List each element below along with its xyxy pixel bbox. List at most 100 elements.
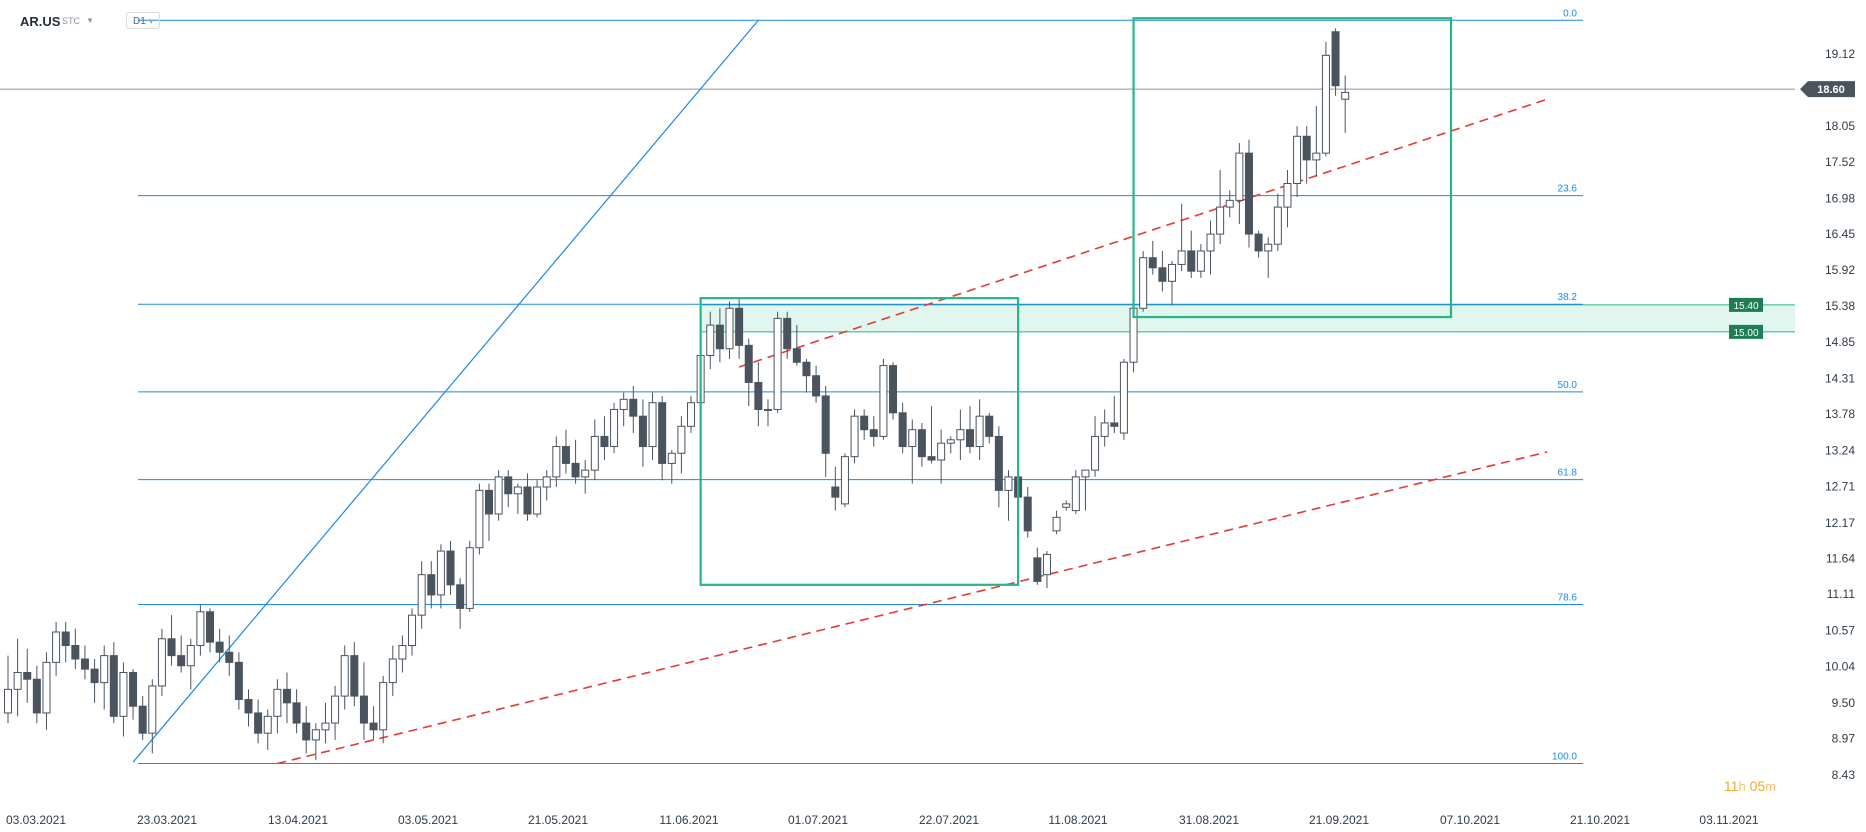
y-tick-label: 13.24 — [1825, 444, 1855, 458]
candle-body — [302, 722, 311, 741]
candle-body — [13, 671, 22, 690]
chevron-down-icon: ▼ — [147, 17, 155, 26]
candle-body — [1187, 250, 1196, 272]
candle — [379, 675, 388, 744]
candle — [821, 385, 830, 477]
candle — [1264, 237, 1273, 278]
candle-body — [436, 550, 445, 596]
candle-body — [956, 429, 965, 441]
candle-body — [773, 317, 782, 410]
candle — [302, 706, 311, 754]
symbol-dropdown-icon[interactable]: ▼ — [86, 16, 94, 25]
y-tick-label: 11.11 — [1827, 587, 1856, 601]
candle — [638, 399, 647, 467]
candle — [148, 679, 157, 754]
current-price-tag: 18.60 — [1800, 81, 1855, 98]
candle — [783, 311, 792, 359]
candle — [629, 385, 638, 434]
candle-body — [485, 489, 493, 515]
candle — [4, 655, 12, 724]
candle — [1283, 170, 1292, 228]
candle-body — [340, 655, 349, 697]
candle-body — [494, 476, 503, 515]
candle — [1177, 203, 1186, 272]
price-tag-shape — [1800, 81, 1855, 98]
candle — [869, 416, 878, 447]
candle — [157, 628, 166, 697]
candle — [52, 621, 61, 676]
x-tick-label: 01.07.2021 — [788, 813, 848, 827]
candle — [71, 628, 80, 670]
candle-body — [619, 398, 628, 410]
fib-level-label: 78.6 — [1558, 592, 1578, 603]
candle — [1196, 244, 1205, 278]
candle-body — [1225, 199, 1234, 208]
candle — [1091, 416, 1100, 477]
candle-body — [1283, 182, 1292, 208]
candle-body — [725, 307, 734, 350]
candle-body — [1023, 496, 1032, 532]
candle — [687, 395, 696, 434]
candle-body — [167, 638, 176, 657]
candle-body — [244, 698, 253, 714]
candle — [388, 645, 397, 697]
candle — [446, 540, 455, 595]
candle-body — [994, 435, 1003, 491]
candle — [340, 645, 349, 710]
candle — [792, 325, 801, 366]
candle — [908, 419, 917, 484]
candle-body — [658, 402, 667, 464]
candle — [754, 362, 763, 427]
candle — [494, 470, 503, 521]
candle — [1071, 470, 1080, 514]
candle-body — [513, 486, 522, 495]
candle — [1302, 126, 1311, 184]
candle-body — [1052, 516, 1061, 532]
candle-body — [138, 705, 147, 734]
candle-body — [379, 682, 388, 731]
channel-upper-line — [738, 98, 1548, 368]
candle — [1293, 126, 1302, 197]
candle-body — [465, 547, 474, 609]
candle-body — [1042, 553, 1051, 576]
candle-body — [61, 631, 70, 647]
candle — [667, 449, 676, 484]
candle-body — [715, 324, 724, 350]
candle — [1312, 105, 1321, 177]
candle — [254, 699, 263, 744]
candle-body — [946, 439, 955, 444]
countdown-hours: 11 — [1723, 778, 1739, 794]
candle — [61, 621, 70, 663]
candle — [561, 429, 570, 474]
candle — [889, 362, 898, 420]
y-tick-label: 15.92 — [1825, 263, 1855, 277]
candle — [100, 645, 109, 710]
candle-body — [427, 574, 436, 596]
candle-body — [109, 655, 118, 717]
candle — [1110, 395, 1119, 434]
instrument-type-label: STC — [62, 16, 80, 26]
candle-body — [792, 348, 801, 363]
candle-body — [456, 584, 465, 609]
candle — [206, 608, 215, 653]
candle — [311, 723, 320, 761]
candle-body — [80, 658, 89, 670]
candle-body — [523, 486, 532, 515]
candle — [138, 696, 147, 740]
symbol-label: AR.US — [20, 14, 61, 29]
x-tick-label: 21.10.2021 — [1570, 813, 1630, 827]
candle — [42, 652, 51, 730]
y-tick-label: 16.45 — [1825, 227, 1855, 241]
candle — [504, 470, 513, 508]
candle — [80, 645, 89, 680]
candle — [619, 392, 628, 427]
candle-body — [1177, 250, 1186, 265]
candle-body — [1158, 267, 1167, 282]
candle — [13, 638, 22, 717]
candle-body — [812, 375, 821, 397]
timeframe-selector[interactable]: D1 ▼ — [126, 12, 160, 29]
candle — [706, 311, 715, 369]
candle — [436, 544, 445, 609]
candle-body — [763, 408, 772, 411]
